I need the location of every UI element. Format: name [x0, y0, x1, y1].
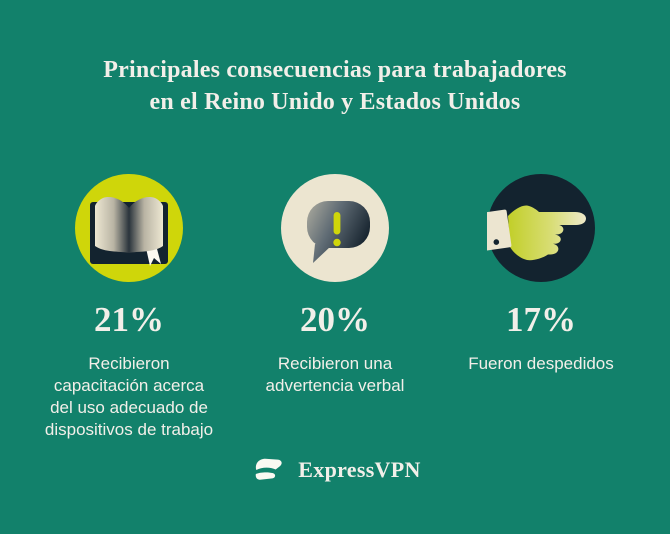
expressvpn-logo-text: ExpressVPN: [298, 457, 421, 482]
speech-bubble-exclamation-icon: [281, 174, 389, 282]
stat-description-line: dispositivos de trabajo: [44, 420, 214, 439]
stat-column-training: 21% Recibieron capacitación acerca del u…: [26, 174, 232, 441]
stat-description: Fueron despedidos: [445, 353, 637, 375]
stat-description-line: Recibieron una: [277, 354, 393, 373]
stat-description-line: Fueron despedidos: [468, 354, 614, 373]
stat-description-line: advertencia verbal: [265, 376, 405, 395]
expressvpn-logo-icon: [249, 452, 287, 488]
stats-row: 21% Recibieron capacitación acerca del u…: [26, 174, 644, 441]
title-line-1: Principales consecuencias para trabajado…: [103, 57, 567, 83]
stat-description: Recibieron una advertencia verbal: [239, 353, 431, 397]
pointing-hand-icon: [487, 174, 595, 282]
stat-column-warning: 20% Recibieron una advertencia verbal: [232, 174, 438, 441]
page-title: Principales consecuencias para trabajado…: [0, 54, 670, 118]
open-book-icon: [75, 174, 183, 282]
stat-percent: 20%: [300, 300, 370, 339]
brand-footer: ExpressVPN: [0, 452, 670, 488]
stat-description: Recibieron capacitación acerca del uso a…: [33, 353, 225, 441]
title-line-2: en el Reino Unido y Estados Unidos: [149, 89, 521, 115]
stat-description-line: capacitación acerca: [53, 376, 205, 395]
stat-description-line: del uso adecuado de: [50, 398, 208, 417]
stat-column-fired: 17% Fueron despedidos: [438, 174, 644, 441]
stat-percent: 21%: [94, 300, 164, 339]
stat-percent: 17%: [506, 300, 576, 339]
stat-description-line: Recibieron: [88, 354, 170, 373]
